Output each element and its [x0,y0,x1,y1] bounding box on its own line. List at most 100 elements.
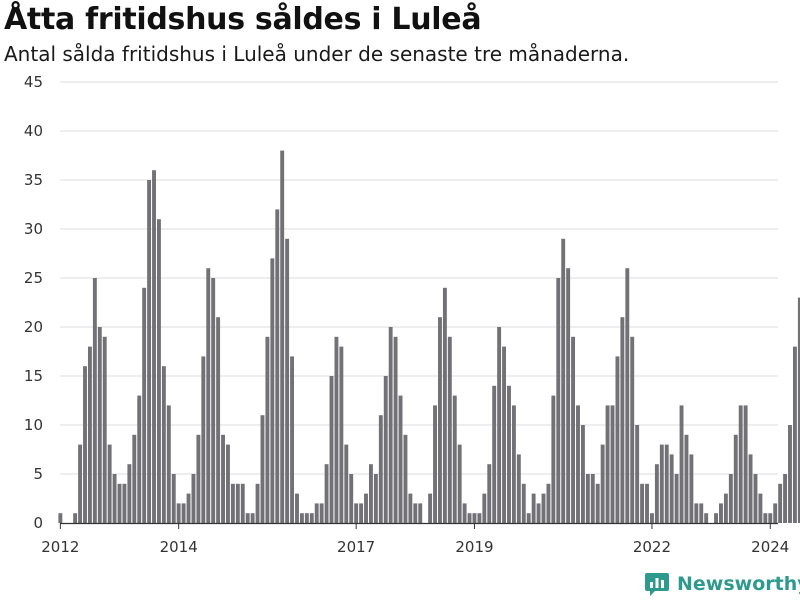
bar [221,434,225,523]
bar [650,513,654,523]
bar [314,503,319,523]
bar [334,336,339,523]
bar [378,415,383,523]
bar [403,434,408,523]
bar [792,346,797,523]
bar [492,385,497,523]
bar [265,336,270,523]
chart-subtitle: Antal sålda fritidshus i Luleå under de … [4,42,630,66]
bar [442,287,447,523]
y-tick-label: 15 [24,367,43,385]
bar [304,513,309,523]
newsworthy-logo: Newsworthy [644,569,800,599]
bar [418,503,423,523]
bar [201,356,206,523]
brand-name: Newsworthy [677,573,800,595]
bar [502,346,506,523]
bar [211,278,216,523]
bar [309,513,314,523]
bar [447,336,452,523]
bar [250,513,255,523]
bar [788,425,792,523]
bar [674,474,679,523]
bar [319,503,324,523]
bar [457,444,462,523]
bar [571,336,576,523]
bar [73,513,78,523]
bar [408,493,413,523]
bar [364,493,368,523]
bar [270,258,275,523]
bar [778,483,783,523]
bar [368,464,373,523]
bar [669,454,674,523]
y-tick-label: 0 [33,514,43,532]
y-tick-label: 10 [24,416,43,434]
bar [595,483,600,523]
bar [260,415,265,523]
bar [373,474,378,523]
bar [161,366,166,523]
bar [699,503,704,523]
bar [344,444,349,523]
bar [694,503,699,523]
bar [226,444,230,523]
bar [324,464,329,523]
y-tick-label: 25 [24,269,43,287]
bar [388,327,393,523]
bar [758,493,763,523]
bar [428,493,433,523]
bar [354,503,359,523]
bar [551,395,556,523]
bar [191,474,196,523]
bar [531,493,536,523]
bar [600,444,605,523]
bar [349,474,354,523]
bar [659,444,664,523]
bar [773,503,778,523]
bar [723,493,728,523]
bar [654,464,659,523]
bar [152,170,156,523]
bar [97,327,102,523]
y-tick-label: 45 [24,73,43,91]
bar [235,483,240,523]
bar [329,376,334,523]
bar [526,513,531,523]
x-tick-label: 2019 [455,538,493,556]
bar [206,268,211,523]
bar [797,297,800,523]
bar [536,503,541,523]
bar [684,434,689,523]
bar [738,405,743,523]
bar [605,405,610,523]
bar [472,513,477,523]
bar [255,483,260,523]
bar [546,483,551,523]
bar [556,278,561,523]
bar [413,503,418,523]
bar [181,503,186,523]
bar [147,180,152,523]
bar [689,454,694,523]
bar [107,444,112,523]
bar [620,317,625,523]
bar [230,483,235,523]
bar [127,464,132,523]
bar [704,513,709,523]
x-tick-label: 2024 [751,538,789,556]
bar [477,513,482,523]
bar [132,434,137,523]
y-tick-label: 40 [24,122,43,140]
bar [763,513,768,523]
bar [339,346,344,523]
bar [245,513,250,523]
bar [497,327,502,523]
bar [521,483,526,523]
bar [78,444,83,523]
bar [240,483,245,523]
bar [748,454,753,523]
bar [679,405,684,523]
bar [280,150,285,523]
